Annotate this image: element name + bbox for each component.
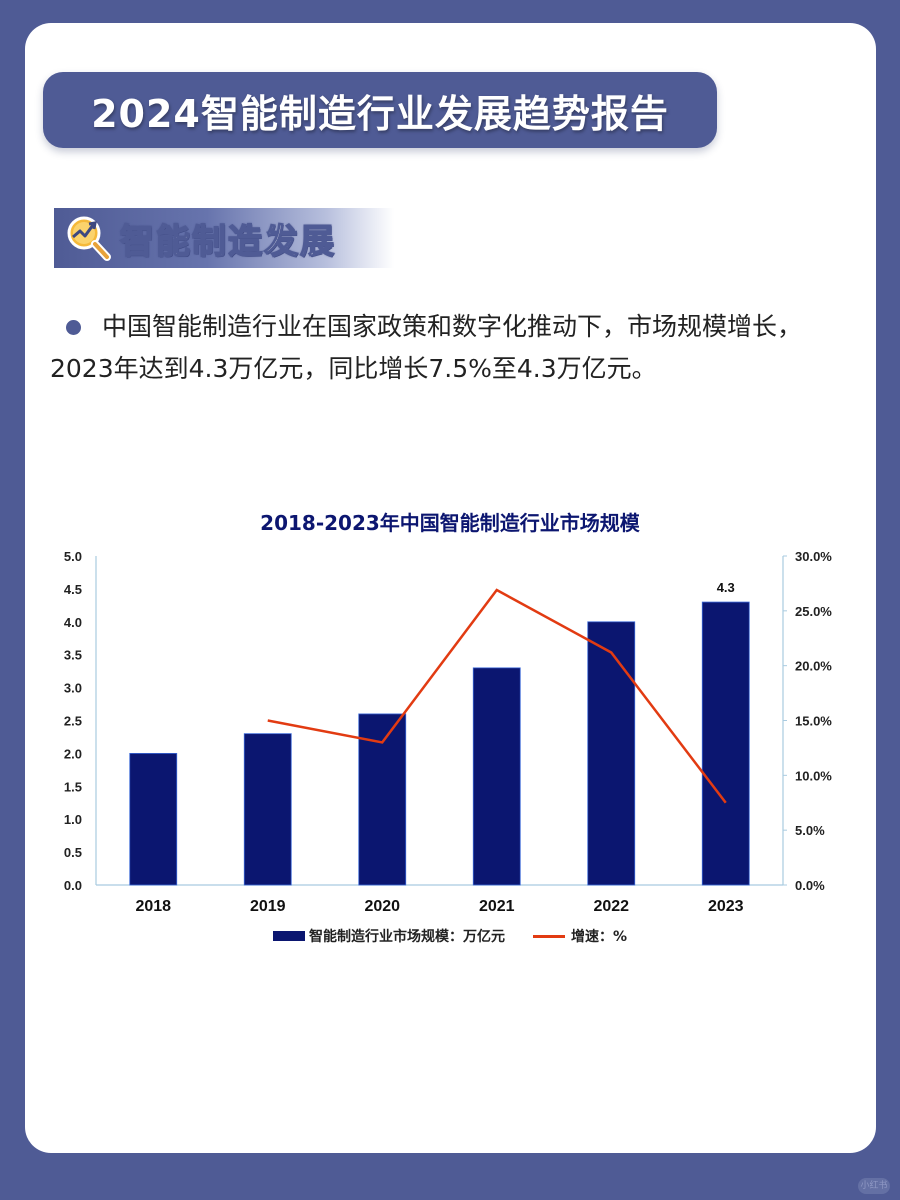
left-tick-label: 1.5 [64, 779, 82, 794]
x-tick-label: 2020 [364, 898, 400, 915]
right-tick-label: 5.0% [795, 823, 825, 838]
legend-line-swatch [532, 934, 565, 938]
left-tick-label: 3.5 [64, 648, 82, 663]
left-tick-label: 2.5 [64, 714, 82, 729]
x-tick-label: 2021 [479, 898, 515, 915]
chart-title: 2018-2023年中国智能制造行业市场规模 [260, 511, 640, 535]
watermark: 小红书 [858, 1178, 890, 1194]
bar-2023 [701, 601, 750, 886]
bullet-dot-icon [66, 320, 81, 335]
x-tick-label: 2022 [593, 898, 629, 915]
right-tick-label: 20.0% [795, 659, 832, 674]
legend-item-growth: 增速：% [532, 926, 628, 946]
left-tick-label: 1.0 [64, 812, 82, 827]
legend-label: 智能制造行业市场规模：万亿元 [308, 929, 505, 945]
page-title-text: 2024智能制造行业发展趋势报告 [91, 91, 669, 136]
bar-2018 [129, 752, 178, 886]
left-tick-label: 0.5 [64, 845, 82, 860]
section-title: 智能制造发展 [119, 221, 336, 263]
combo-chart: 0.0 0.5 1.0 1.5 2.0 2.5 3.0 3.5 4.0 4.5 5.0 0.0% 5.0… [64, 549, 832, 915]
bar-2022 [587, 621, 636, 886]
right-tick-label: 30.0% [795, 549, 832, 564]
x-tick-label: 2019 [250, 898, 286, 915]
chart-legend: 智能制造行业市场规模：万亿元 增速：% [0, 926, 900, 946]
left-tick-label: 4.0 [64, 615, 82, 630]
legend-label: 增速：% [570, 929, 628, 945]
data-label: 4.3 [717, 580, 735, 595]
left-tick-label: 3.0 [64, 681, 82, 696]
right-tick-label: 15.0% [795, 714, 832, 729]
left-tick-label: 4.5 [64, 582, 82, 597]
growth-rate-line [267, 588, 727, 804]
right-tick-label: 10.0% [795, 768, 832, 783]
bar-2019 [243, 733, 292, 886]
left-tick-label: 0.0 [64, 878, 82, 893]
page-title: 2024智能制造行业发展趋势报告 [43, 72, 717, 148]
bar-2021 [472, 667, 521, 886]
x-tick-label: 2023 [708, 898, 744, 915]
right-tick-label: 25.0% [795, 604, 832, 619]
magnifier-trend-icon [67, 216, 111, 261]
right-tick-label: 0.0% [795, 878, 825, 893]
left-tick-label: 5.0 [64, 549, 82, 564]
left-tick-label: 2.0 [64, 746, 82, 761]
x-tick-label: 2018 [135, 898, 171, 915]
section-header: 智能制造发展 [54, 208, 394, 268]
legend-item-market-size: 智能制造行业市场规模：万亿元 [272, 926, 505, 946]
legend-bar-swatch [272, 931, 305, 941]
summary-paragraph: 中国智能制造行业在国家政策和数字化推动下，市场规模增长，2023年达到4.3万亿… [50, 312, 803, 383]
